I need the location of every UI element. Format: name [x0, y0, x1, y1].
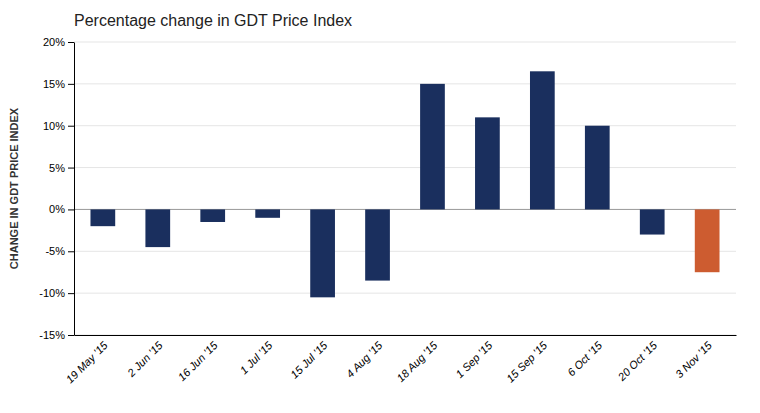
- bar: [255, 209, 280, 217]
- zero-line: [74, 209, 736, 210]
- x-tick: 3 Nov '15: [673, 339, 715, 381]
- grid-line: [74, 42, 736, 43]
- y-tick-mark: [68, 42, 74, 43]
- y-tick: 10%: [43, 120, 74, 132]
- y-tick-mark: [68, 335, 74, 336]
- grid-line: [74, 335, 736, 336]
- bar: [145, 209, 170, 247]
- y-tick-label: -15%: [39, 329, 65, 341]
- y-tick-label: 10%: [43, 120, 65, 132]
- y-tick-mark: [68, 209, 74, 210]
- bar: [585, 126, 610, 210]
- y-tick: 15%: [43, 78, 74, 90]
- chart-container: -15% -10% -5% 0% 5% 10% 15% 20% 19 May '15 2 Jun …: [0, 0, 760, 413]
- x-tick: 20 Oct '15: [615, 339, 660, 384]
- y-tick: -10%: [39, 287, 74, 299]
- x-axis: 19 May '15 2 Jun '15 16 Jun '15 1 Jul '15 15…: [64, 336, 737, 386]
- bar: [475, 117, 500, 209]
- x-tick: 19 May '15: [64, 339, 111, 386]
- grid: [74, 42, 736, 335]
- y-tick: -5%: [45, 245, 74, 257]
- x-tick: 16 Jun '15: [176, 339, 221, 384]
- y-tick-mark: [68, 84, 74, 85]
- x-tick-label: 6 Oct '15: [565, 339, 605, 379]
- y-tick-label: 20%: [43, 36, 65, 48]
- x-tick-label: 19 May '15: [64, 339, 111, 386]
- y-tick: -15%: [39, 329, 74, 341]
- x-tick: 1 Sep '15: [453, 339, 495, 381]
- x-tick: 4 Aug '15: [344, 339, 385, 380]
- y-tick: 20%: [43, 36, 74, 48]
- x-tick: 15 Jul '15: [288, 339, 330, 381]
- x-tick-label: 18 Aug '15: [394, 339, 440, 385]
- x-tick-label: 4 Aug '15: [344, 339, 385, 380]
- y-tick-mark: [68, 168, 74, 169]
- y-tick-label: 0%: [49, 203, 65, 215]
- bar: [640, 209, 665, 234]
- chart-title: Percentage change in GDT Price Index: [74, 12, 352, 29]
- y-tick: 0%: [49, 203, 74, 215]
- x-tick-label: 20 Oct '15: [615, 339, 660, 384]
- x-tick: 1 Jul '15: [237, 339, 275, 377]
- y-tick-label: 5%: [49, 162, 65, 174]
- y-axis: -15% -10% -5% 0% 5% 10% 15% 20%: [39, 36, 74, 341]
- grid-line: [74, 125, 736, 126]
- x-tick: 15 Sep '15: [504, 339, 550, 385]
- bar: [310, 209, 335, 297]
- bar: [90, 209, 115, 226]
- bars: [90, 71, 719, 297]
- x-tick: 6 Oct '15: [565, 339, 605, 379]
- bar: [530, 71, 555, 209]
- x-axis-line: [75, 335, 737, 336]
- x-tick-label: 3 Nov '15: [673, 339, 715, 381]
- y-axis-title: CHANGE IN GDT PRICE INDEX: [8, 107, 20, 269]
- grid-line: [74, 293, 736, 294]
- bar: [420, 84, 445, 210]
- x-tick-label: 15 Jul '15: [288, 339, 330, 381]
- y-tick-mark: [68, 251, 74, 252]
- grid-line: [74, 251, 736, 252]
- x-tick: 2 Jun '15: [124, 339, 165, 380]
- y-tick-mark: [68, 126, 74, 127]
- y-axis-line: [74, 43, 75, 336]
- y-tick-label: 15%: [43, 78, 65, 90]
- y-tick-label: -10%: [39, 287, 65, 299]
- grid-line: [74, 167, 736, 168]
- bar: [695, 209, 720, 272]
- y-tick-label: -5%: [45, 245, 65, 257]
- plot-area: -15% -10% -5% 0% 5% 10% 15% 20% 19 May '15 2 Jun …: [39, 36, 736, 385]
- x-tick-label: 2 Jun '15: [124, 339, 165, 380]
- grid-line: [74, 83, 736, 84]
- chart-svg: -15% -10% -5% 0% 5% 10% 15% 20% 19 May '15 2 Jun …: [0, 0, 760, 413]
- x-tick-label: 15 Sep '15: [504, 339, 550, 385]
- bar: [200, 209, 225, 222]
- y-tick-mark: [68, 293, 74, 294]
- x-tick-label: 1 Sep '15: [453, 339, 495, 381]
- x-tick-label: 16 Jun '15: [176, 339, 221, 384]
- x-tick-label: 1 Jul '15: [237, 339, 275, 377]
- x-tick: 18 Aug '15: [394, 339, 440, 385]
- bar: [365, 209, 390, 280]
- y-tick: 5%: [49, 162, 74, 174]
